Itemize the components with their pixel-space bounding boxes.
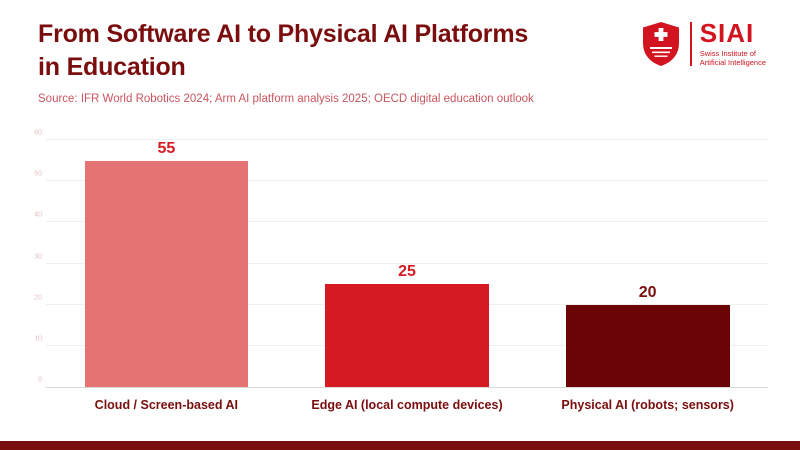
category-label: Physical AI (robots; sensors) xyxy=(561,398,734,412)
bar-value-label: 20 xyxy=(638,283,657,301)
ytick-label-20: 20 xyxy=(34,294,42,302)
bar-chart: 0 10 20 30 40 50 60 55 25 20 Cloud / Screen-based… xyxy=(34,130,768,412)
shield-swiss-cross-icon xyxy=(642,21,679,66)
source-caption: Source: IFR World Robotics 2024; Arm AI … xyxy=(38,93,534,105)
page-title: From Software AI to Physical AI Platform… xyxy=(38,18,638,83)
gridline-y-30 xyxy=(46,262,768,264)
page-title-line2: in Education xyxy=(38,52,186,81)
gridline-y-50 xyxy=(46,180,768,182)
bar-value-label: 25 xyxy=(398,263,416,281)
category-axis: Cloud / Screen-based AI Edge AI (local co… xyxy=(46,398,768,412)
ytick-label-50: 50 xyxy=(34,170,42,178)
bar-slot: 55 xyxy=(46,140,287,387)
bar xyxy=(325,284,489,387)
bar-slots: 55 25 20 xyxy=(46,140,768,387)
logo-text: SIAI Swiss Institute of Artificial Intel… xyxy=(700,20,766,68)
gridline-y-40 xyxy=(46,221,768,223)
bar-value-label: 55 xyxy=(157,140,176,157)
category-label: Cloud / Screen-based AI xyxy=(94,398,238,412)
bar xyxy=(84,161,249,387)
bar xyxy=(565,304,730,387)
page-title-line1: From Software AI to Physical AI Platform… xyxy=(38,20,529,48)
footer-strip xyxy=(0,441,800,450)
plot-area: 0 10 20 30 40 50 60 55 25 20 xyxy=(34,130,768,388)
category-label: Edge AI (local compute devices) xyxy=(311,398,503,412)
header: From Software AI to Physical AI Platform… xyxy=(38,18,764,105)
ytick-label-30: 30 xyxy=(34,253,42,260)
ytick-label-0: 0 xyxy=(38,376,42,384)
siai-logo: SIAI Swiss Institute of Artificial Intel… xyxy=(640,20,766,68)
ytick-label-40: 40 xyxy=(34,211,42,219)
ytick-label-10: 10 xyxy=(34,335,42,343)
bar-slot: 20 xyxy=(527,140,768,387)
logo-divider xyxy=(689,21,692,66)
bar-slot: 25 xyxy=(287,140,528,387)
ytick-label-60: 60 xyxy=(34,129,42,137)
logo-wordmark: SIAI xyxy=(699,18,755,48)
gridline-y-60 xyxy=(46,139,768,140)
logo-subtitle: Swiss Institute of Artificial Intelligen… xyxy=(699,49,766,68)
